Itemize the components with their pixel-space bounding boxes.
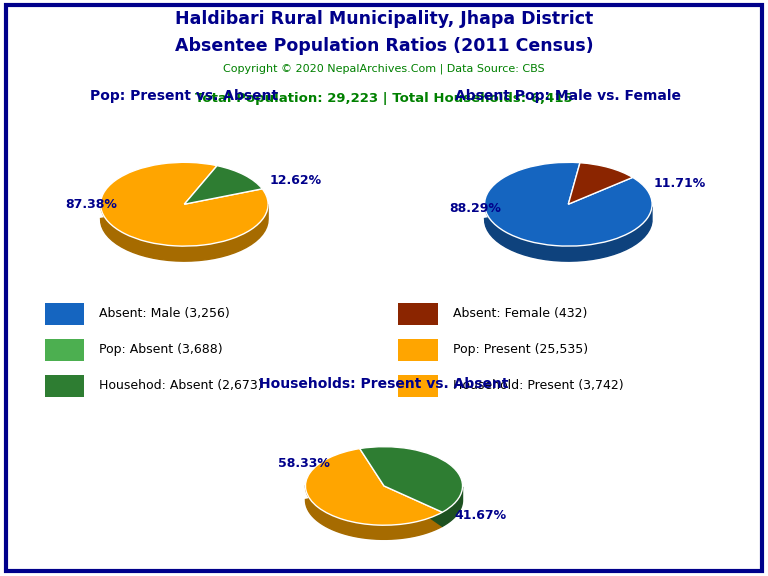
Text: Absent: Male (3,256): Absent: Male (3,256) <box>99 308 230 320</box>
Bar <box>45 374 84 397</box>
Text: 58.33%: 58.33% <box>278 457 329 471</box>
Text: 11.71%: 11.71% <box>654 177 706 190</box>
Polygon shape <box>306 486 442 539</box>
Text: Absent: Female (432): Absent: Female (432) <box>452 308 587 320</box>
Title: Absent Pop: Male vs. Female: Absent Pop: Male vs. Female <box>455 89 681 103</box>
Text: 87.38%: 87.38% <box>65 198 118 211</box>
Bar <box>399 339 439 361</box>
Text: Househod: Absent (2,673): Househod: Absent (2,673) <box>99 380 263 392</box>
Text: 88.29%: 88.29% <box>449 202 502 215</box>
Text: Household: Present (3,742): Household: Present (3,742) <box>452 380 623 392</box>
Text: Total Population: 29,223 | Total Households: 6,415: Total Population: 29,223 | Total Househo… <box>195 92 573 105</box>
Text: 41.67%: 41.67% <box>455 509 507 522</box>
Wedge shape <box>184 166 262 204</box>
Text: Pop: Absent (3,688): Pop: Absent (3,688) <box>99 343 223 357</box>
Wedge shape <box>101 162 268 246</box>
Wedge shape <box>306 449 442 525</box>
Text: Copyright © 2020 NepalArchives.Com | Data Source: CBS: Copyright © 2020 NepalArchives.Com | Dat… <box>223 63 545 74</box>
Wedge shape <box>359 446 462 512</box>
Text: Pop: Present (25,535): Pop: Present (25,535) <box>452 343 588 357</box>
Polygon shape <box>101 203 268 261</box>
Text: Haldibari Rural Municipality, Jhapa District: Haldibari Rural Municipality, Jhapa Dist… <box>175 10 593 28</box>
Polygon shape <box>384 486 462 526</box>
Bar <box>45 339 84 361</box>
Wedge shape <box>568 163 633 204</box>
Polygon shape <box>485 203 652 261</box>
Title: Households: Present vs. Absent: Households: Present vs. Absent <box>260 377 508 391</box>
Text: Absentee Population Ratios (2011 Census): Absentee Population Ratios (2011 Census) <box>174 37 594 55</box>
Bar <box>399 303 439 325</box>
Bar <box>399 374 439 397</box>
Title: Pop: Present vs. Absent: Pop: Present vs. Absent <box>91 89 278 103</box>
Wedge shape <box>485 162 652 246</box>
Text: 12.62%: 12.62% <box>270 175 322 187</box>
Bar <box>45 303 84 325</box>
